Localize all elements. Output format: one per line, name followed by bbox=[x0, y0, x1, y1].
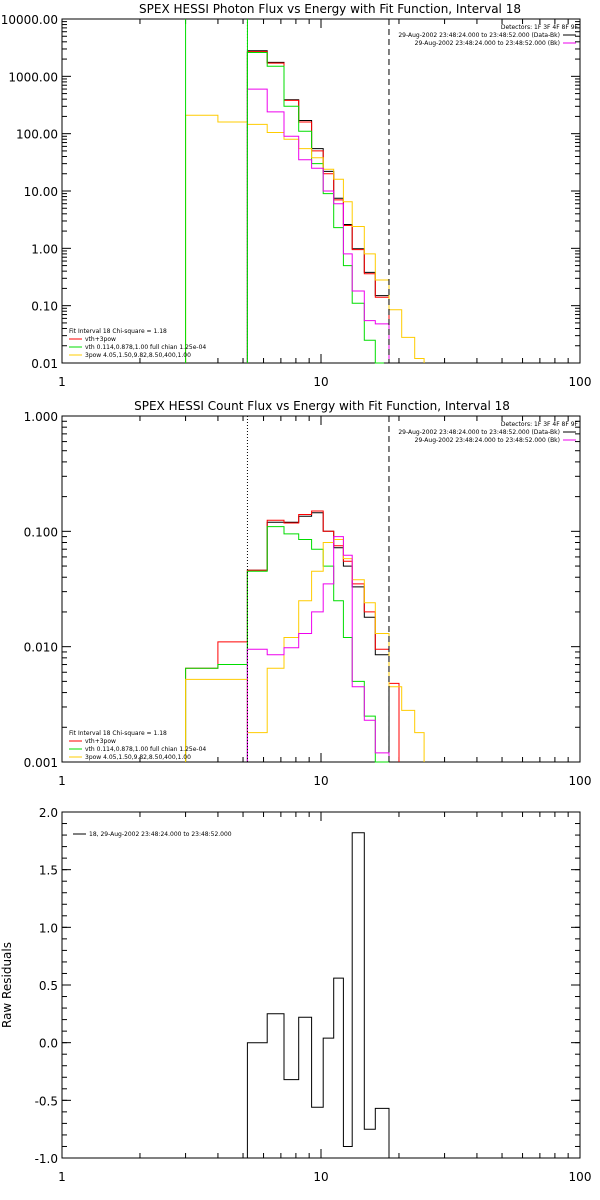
count-flux-x-tick-label: 1 bbox=[58, 774, 66, 788]
count-flux-legend-title: Fit Interval 18 Chi-square = 1.18 bbox=[69, 730, 167, 737]
photon-flux-x-tick-label: 10 bbox=[313, 375, 328, 389]
count-flux-y-tick-label: 0.100 bbox=[24, 525, 58, 539]
count-flux-x-tick-label: 10 bbox=[313, 774, 328, 788]
residuals-x-tick-label: 1 bbox=[58, 1170, 66, 1184]
photon-flux-legend: Fit Interval 18 Chi-square = 1.18 vth+3p… bbox=[69, 328, 206, 359]
photon-flux-legend-entry-1: vth+3pow bbox=[85, 336, 116, 343]
residuals-x-tick-label: 10 bbox=[313, 1170, 328, 1184]
count-flux-y-tick-label: 0.001 bbox=[24, 756, 58, 770]
residuals-legend: 18, 29-Aug-2002 23:48:24.000 to 23:48:52… bbox=[73, 831, 232, 838]
residuals-y-tick-label: 2.0 bbox=[39, 806, 58, 820]
photon-flux-x-tick-label: 100 bbox=[569, 375, 592, 389]
count-flux-legend-entry-2: vth 0.114,0.878,1.00 full chian 1.25e-04 bbox=[85, 746, 206, 753]
count-flux-detectors: Detectors: 1F 3F 4F 8F 9F bbox=[501, 421, 579, 428]
photon-flux-title: SPEX HESSI Photon Flux vs Energy with Fi… bbox=[139, 2, 521, 16]
photon-flux-panel: SPEX HESSI Photon Flux vs Energy with Fi… bbox=[1, 2, 592, 389]
count-flux-legend-entry-1: vth+3pow bbox=[85, 738, 116, 745]
photon-flux-series-background bbox=[246, 88, 390, 363]
photon-flux-y-tick-label: 1.00 bbox=[31, 242, 58, 256]
photon-flux-series-3pow bbox=[185, 114, 425, 363]
count-flux-x-tick-label: 100 bbox=[569, 774, 592, 788]
count-flux-series-background bbox=[246, 536, 390, 762]
count-flux-y-tick-label: 0.010 bbox=[24, 641, 58, 655]
residuals-y-tick-label: 0.0 bbox=[39, 1037, 58, 1051]
photon-flux-y-tick-label: 100.00 bbox=[16, 128, 58, 142]
residuals-panel: Raw Residuals 1 10 100 -1.0 -0.5 0.0 0.5 1.0 1.5… bbox=[0, 806, 591, 1184]
residuals-y-axis-label: Raw Residuals bbox=[0, 942, 14, 1028]
photon-flux-y-tick-label: 0.01 bbox=[31, 357, 58, 371]
residuals-y-tick-label: -0.5 bbox=[35, 1094, 58, 1108]
count-flux-series-vth bbox=[185, 526, 389, 763]
residuals-y-tick-label: 1.5 bbox=[39, 864, 58, 878]
count-flux-header: Detectors: 1F 3F 4F 8F 9F 29-Aug-2002 23… bbox=[398, 421, 578, 444]
photon-flux-series-vth+3pow bbox=[246, 51, 390, 363]
photon-flux-series-data bbox=[246, 50, 390, 363]
photon-flux-header-line1: 29-Aug-2002 23:48:24.000 to 23:48:52.000… bbox=[398, 32, 560, 39]
count-flux-title: SPEX HESSI Count Flux vs Energy with Fit… bbox=[134, 399, 510, 413]
photon-flux-detectors: Detectors: 1F 3F 4F 8F 9F bbox=[501, 24, 579, 31]
residuals-y-tick-label: 1.0 bbox=[39, 921, 58, 935]
photon-flux-legend-entry-2: vth 0.114,0.878,1.00 full chian 1.25e-04 bbox=[85, 344, 206, 351]
count-flux-legend: Fit Interval 18 Chi-square = 1.18 vth+3p… bbox=[69, 730, 206, 761]
residuals-x-tick-label: 100 bbox=[569, 1170, 592, 1184]
residuals-series-residuals bbox=[246, 832, 390, 1158]
photon-flux-x-tick-label: 1 bbox=[58, 375, 66, 389]
photon-flux-y-tick-label: 10000.00 bbox=[1, 13, 58, 27]
photon-flux-header-line2: 29-Aug-2002 23:48:24.000 to 23:48:52.000… bbox=[415, 40, 560, 47]
count-flux-header-line2: 29-Aug-2002 23:48:24.000 to 23:48:52.000… bbox=[415, 437, 560, 444]
residuals-legend-entry-1: 18, 29-Aug-2002 23:48:24.000 to 23:48:52… bbox=[89, 831, 232, 838]
photon-flux-y-tick-label: 1000.00 bbox=[8, 70, 58, 84]
photon-flux-header: Detectors: 1F 3F 4F 8F 9F 29-Aug-2002 23… bbox=[398, 24, 578, 47]
residuals-y-tick-label: -1.0 bbox=[35, 1152, 58, 1166]
count-flux-legend-entry-3: 3pow 4.05,1.50,9.82,8.50,400,1.00 bbox=[85, 754, 191, 761]
photon-flux-y-tick-label: 10.00 bbox=[24, 185, 58, 199]
photon-flux-y-tick-label: 0.10 bbox=[31, 300, 58, 314]
photon-flux-legend-title: Fit Interval 18 Chi-square = 1.18 bbox=[69, 328, 167, 335]
count-flux-y-tick-label: 1.000 bbox=[24, 410, 58, 424]
count-flux-panel: SPEX HESSI Count Flux vs Energy with Fit… bbox=[24, 399, 592, 788]
count-flux-header-line1: 29-Aug-2002 23:48:24.000 to 23:48:52.000… bbox=[398, 429, 560, 436]
residuals-y-tick-label: 0.5 bbox=[39, 979, 58, 993]
photon-flux-legend-entry-3: 3pow 4.05,1.50,9.82,8.50,400,1.00 bbox=[85, 352, 191, 359]
